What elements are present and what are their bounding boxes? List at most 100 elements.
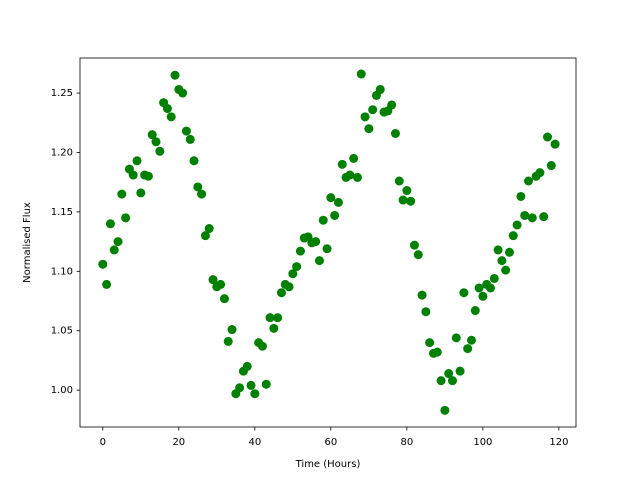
data-point bbox=[360, 112, 370, 122]
data-point bbox=[436, 376, 446, 386]
y-tick-label: 1.20 bbox=[51, 147, 73, 158]
data-point bbox=[409, 240, 419, 250]
data-point bbox=[463, 344, 473, 354]
data-point bbox=[455, 366, 465, 376]
data-point bbox=[155, 146, 165, 156]
data-point bbox=[474, 283, 484, 293]
data-point bbox=[390, 128, 400, 138]
data-point bbox=[330, 210, 340, 220]
data-point bbox=[276, 288, 286, 298]
data-point bbox=[132, 156, 142, 166]
data-point bbox=[349, 153, 359, 163]
data-point bbox=[178, 88, 188, 98]
data-point bbox=[447, 376, 457, 386]
y-tick-label: 1.15 bbox=[51, 207, 73, 218]
data-point bbox=[311, 237, 321, 247]
data-point bbox=[394, 176, 404, 186]
data-point bbox=[523, 176, 533, 186]
data-point bbox=[504, 247, 514, 257]
data-point bbox=[459, 288, 469, 298]
data-point bbox=[98, 259, 108, 269]
data-point bbox=[204, 224, 214, 234]
data-point bbox=[333, 197, 343, 207]
data-point bbox=[470, 306, 480, 316]
data-point bbox=[250, 389, 260, 399]
y-tick-label: 1.10 bbox=[51, 266, 73, 277]
data-point bbox=[269, 323, 279, 333]
data-point bbox=[322, 244, 332, 254]
data-point bbox=[105, 219, 115, 229]
data-point bbox=[257, 341, 267, 351]
data-point bbox=[364, 124, 374, 134]
data-point bbox=[197, 189, 207, 199]
data-point bbox=[478, 291, 488, 301]
data-point bbox=[512, 220, 522, 230]
data-point bbox=[219, 294, 229, 304]
data-point bbox=[284, 282, 294, 292]
data-point bbox=[166, 112, 176, 122]
data-point bbox=[368, 105, 378, 115]
data-point bbox=[516, 191, 526, 201]
data-point bbox=[432, 347, 442, 357]
data-point bbox=[113, 237, 123, 247]
data-point bbox=[493, 245, 503, 255]
data-point bbox=[508, 231, 518, 241]
data-point bbox=[444, 369, 454, 379]
data-point bbox=[147, 130, 157, 140]
data-point bbox=[162, 104, 172, 114]
data-point bbox=[425, 338, 435, 348]
x-tick-label: 120 bbox=[549, 437, 568, 448]
data-point bbox=[345, 170, 355, 180]
data-point bbox=[402, 186, 412, 196]
data-point bbox=[242, 361, 252, 371]
data-point bbox=[189, 156, 199, 166]
plot-frame bbox=[79, 57, 577, 428]
data-point bbox=[223, 336, 233, 346]
data-point bbox=[102, 279, 112, 289]
data-point bbox=[143, 171, 153, 181]
data-point bbox=[485, 283, 495, 293]
data-point bbox=[497, 256, 507, 266]
data-point bbox=[421, 307, 431, 317]
data-point bbox=[208, 275, 218, 285]
data-point bbox=[440, 405, 450, 415]
data-point bbox=[501, 265, 511, 275]
x-tick-label: 40 bbox=[248, 437, 261, 448]
y-axis-label: Normalised Flux bbox=[22, 202, 33, 283]
data-point bbox=[246, 380, 256, 390]
data-point bbox=[466, 335, 476, 345]
data-point bbox=[406, 196, 416, 206]
y-tick-label: 1.05 bbox=[51, 326, 73, 337]
data-point bbox=[398, 195, 408, 205]
data-point bbox=[265, 313, 275, 323]
data-point bbox=[546, 161, 556, 171]
data-point bbox=[109, 245, 119, 255]
data-point bbox=[326, 193, 336, 203]
x-tick-label: 60 bbox=[324, 437, 337, 448]
data-point bbox=[185, 134, 195, 144]
data-point bbox=[417, 290, 427, 300]
data-point bbox=[451, 333, 461, 343]
data-point bbox=[136, 188, 146, 198]
data-point bbox=[318, 215, 328, 225]
data-point bbox=[273, 313, 283, 323]
data-point bbox=[489, 273, 499, 283]
data-point bbox=[235, 383, 245, 393]
data-point bbox=[520, 210, 530, 220]
data-point bbox=[181, 126, 191, 136]
data-point bbox=[216, 279, 226, 289]
data-point bbox=[375, 84, 385, 94]
data-point bbox=[193, 182, 203, 192]
x-tick-label: 80 bbox=[400, 437, 413, 448]
data-point bbox=[117, 189, 127, 199]
data-point bbox=[535, 168, 545, 178]
data-point bbox=[200, 231, 210, 241]
data-point bbox=[550, 139, 560, 149]
y-tick-label: 1.00 bbox=[51, 385, 73, 396]
data-point bbox=[170, 70, 180, 80]
data-point bbox=[352, 172, 362, 182]
x-tick-label: 0 bbox=[100, 437, 106, 448]
data-point bbox=[227, 325, 237, 335]
data-point bbox=[527, 213, 537, 223]
